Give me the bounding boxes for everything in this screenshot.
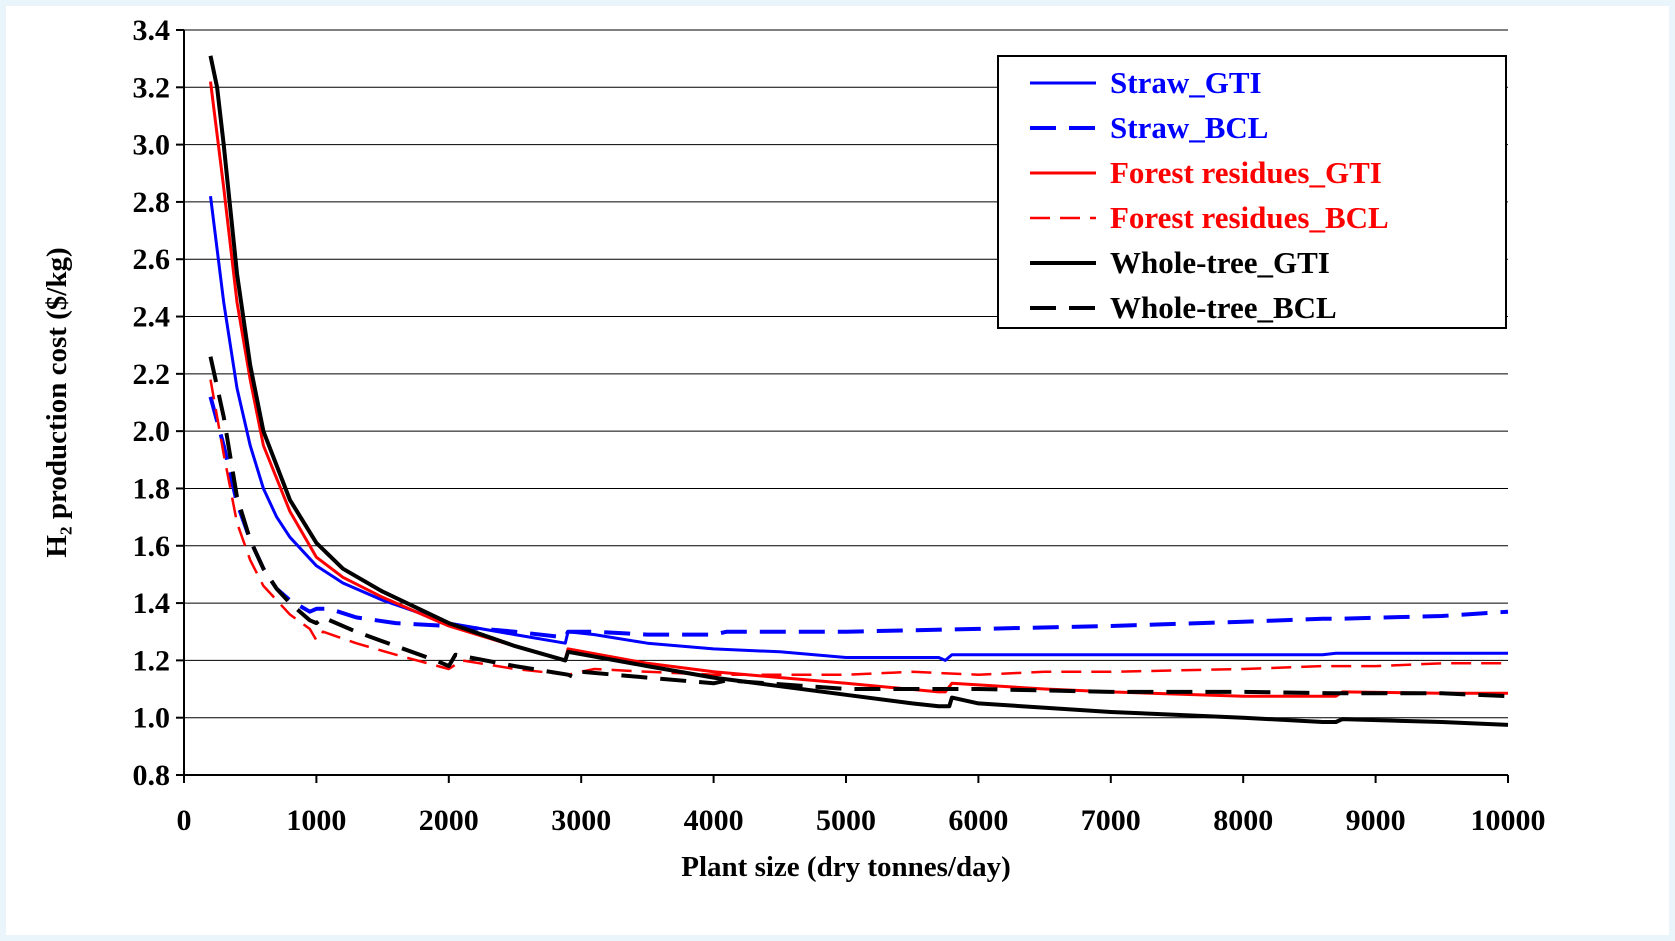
legend-label: Whole-tree_BCL xyxy=(1110,290,1337,325)
x-tick-label: 3000 xyxy=(551,804,611,837)
x-tick-label: 9000 xyxy=(1346,804,1406,837)
y-tick-label: 2.8 xyxy=(133,186,171,219)
x-tick-label: 5000 xyxy=(816,804,876,837)
x-tick-label: 10000 xyxy=(1471,804,1546,837)
y-tick-label: 3.4 xyxy=(133,14,171,47)
y-tick-label: 2.2 xyxy=(133,358,171,391)
legend-label: Straw_GTI xyxy=(1110,65,1262,100)
x-tick-label: 1000 xyxy=(286,804,346,837)
x-tick-labels: 0 1000 2000 3000 4000 5000 6000 7000 8000 9000 100… xyxy=(177,804,1546,837)
y-tick-label: 2.4 xyxy=(133,301,171,334)
x-tick-label: 4000 xyxy=(684,804,744,837)
y-tick-label: 1.2 xyxy=(133,644,171,677)
y-tick-label: 1.6 xyxy=(133,530,171,563)
x-axis-title: Plant size (dry tonnes/day) xyxy=(681,851,1010,883)
x-tick-label: 8000 xyxy=(1213,804,1273,837)
legend-label: Straw_BCL xyxy=(1110,110,1268,145)
legend-label: Forest residues_BCL xyxy=(1110,200,1389,235)
x-tick-label: 7000 xyxy=(1081,804,1141,837)
y-tick-label: 2.6 xyxy=(133,243,171,276)
y-tick-label: 1.4 xyxy=(133,587,171,620)
x-tick-label: 0 xyxy=(177,804,192,837)
legend-label: Forest residues_GTI xyxy=(1110,155,1382,190)
y-tick-labels: 0.8 1.0 1.2 1.4 1.6 1.8 2.0 2.2 2.4 2.6 2.8 3.0 3.2 3… xyxy=(133,14,171,792)
y-tick-label: 0.8 xyxy=(133,759,171,792)
series-line-whole-tree-bcl xyxy=(211,357,1509,697)
legend: Straw_GTI Straw_BCL Forest residues_GTI For… xyxy=(998,56,1506,328)
line-chart: 0.8 1.0 1.2 1.4 1.6 1.8 2.0 2.2 2.4 2.6 2.8 3.0 3.2 3… xyxy=(6,6,1669,935)
y-tick-label: 2.0 xyxy=(133,415,171,448)
legend-label: Whole-tree_GTI xyxy=(1110,245,1330,280)
x-tick-label: 6000 xyxy=(948,804,1008,837)
y-tick-label: 1.8 xyxy=(133,472,171,505)
y-tick-label: 1.0 xyxy=(133,702,171,735)
y-tick-label: 3.2 xyxy=(133,71,171,104)
y-axis-title: H₂ production cost ($/kg) xyxy=(41,247,73,557)
x-tick-label: 2000 xyxy=(419,804,479,837)
y-tick-label: 3.0 xyxy=(133,129,171,162)
